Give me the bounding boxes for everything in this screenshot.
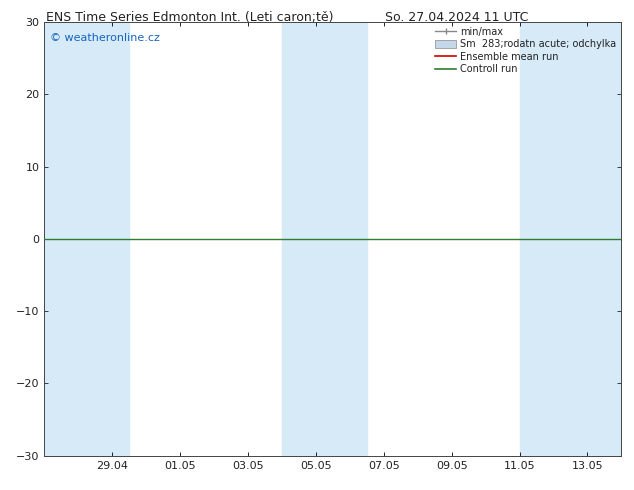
Bar (44, 22, 129, 456)
Text: So. 27.04.2024 11 UTC: So. 27.04.2024 11 UTC (385, 11, 528, 24)
Text: © weatheronline.cz: © weatheronline.cz (50, 33, 160, 43)
Bar (282, 22, 367, 456)
Bar (519, 22, 621, 456)
Text: ENS Time Series Edmonton Int. (Leti caron;tě): ENS Time Series Edmonton Int. (Leti caro… (46, 11, 334, 24)
Legend: min/max, Sm  283;rodatn acute; odchylka, Ensemble mean run, Controll run: min/max, Sm 283;rodatn acute; odchylka, … (433, 25, 618, 76)
